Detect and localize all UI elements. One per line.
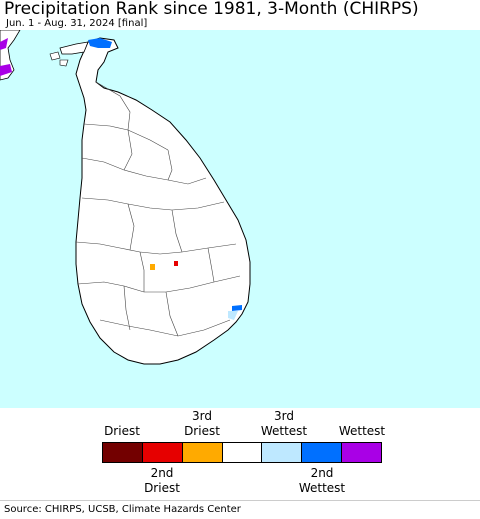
ocean (0, 30, 480, 408)
map-subtitle: Jun. 1 - Aug. 31, 2024 [final] (6, 18, 148, 29)
legend-swatch-2nd-driest (142, 443, 183, 462)
legend-swatch-2nd-wettest (302, 443, 343, 462)
legend-label-2nd-wettest: 2nd Wettest (298, 466, 346, 495)
jaffna-peninsula (59, 41, 89, 55)
legend-label-wettest: Wettest (338, 424, 386, 438)
district-boundaries (75, 81, 241, 337)
legend-label-3rd-wettest: 3rd Wettest (260, 409, 308, 438)
jaffna-island-2 (59, 59, 69, 67)
legend-swatch-3rd-wettest (262, 443, 303, 462)
legend-swatch-3rd-driest (182, 443, 223, 462)
legend-swatch-normal (222, 443, 263, 462)
north-wettest-patch (88, 38, 112, 48)
legend-label-driest: Driest (104, 424, 140, 438)
india-wettest-patch-2 (0, 64, 12, 76)
source-credit: Source: CHIRPS, UCSB, Climate Hazards Ce… (4, 504, 241, 515)
footer-divider (0, 500, 480, 501)
sri-lanka-island (75, 37, 251, 365)
legend-label-2nd-driest: 2nd Driest (144, 466, 180, 495)
legend-swatch-driest (103, 443, 143, 462)
legend-swatch-wettest (342, 443, 382, 462)
legend-color-bar (102, 442, 382, 463)
orange-third-driest-patch (150, 264, 155, 270)
legend-label-3rd-driest: 3rd Driest (184, 409, 220, 438)
sri-lanka-map (0, 30, 480, 408)
india-wettest-patch (0, 38, 8, 50)
east-wettest-patch (232, 305, 242, 311)
red-second-driest-patch (174, 261, 178, 266)
east-third-wettest-patch (228, 311, 238, 320)
jaffna-island (49, 51, 61, 61)
map-title: Precipitation Rank since 1981, 3-Month (… (4, 0, 419, 19)
